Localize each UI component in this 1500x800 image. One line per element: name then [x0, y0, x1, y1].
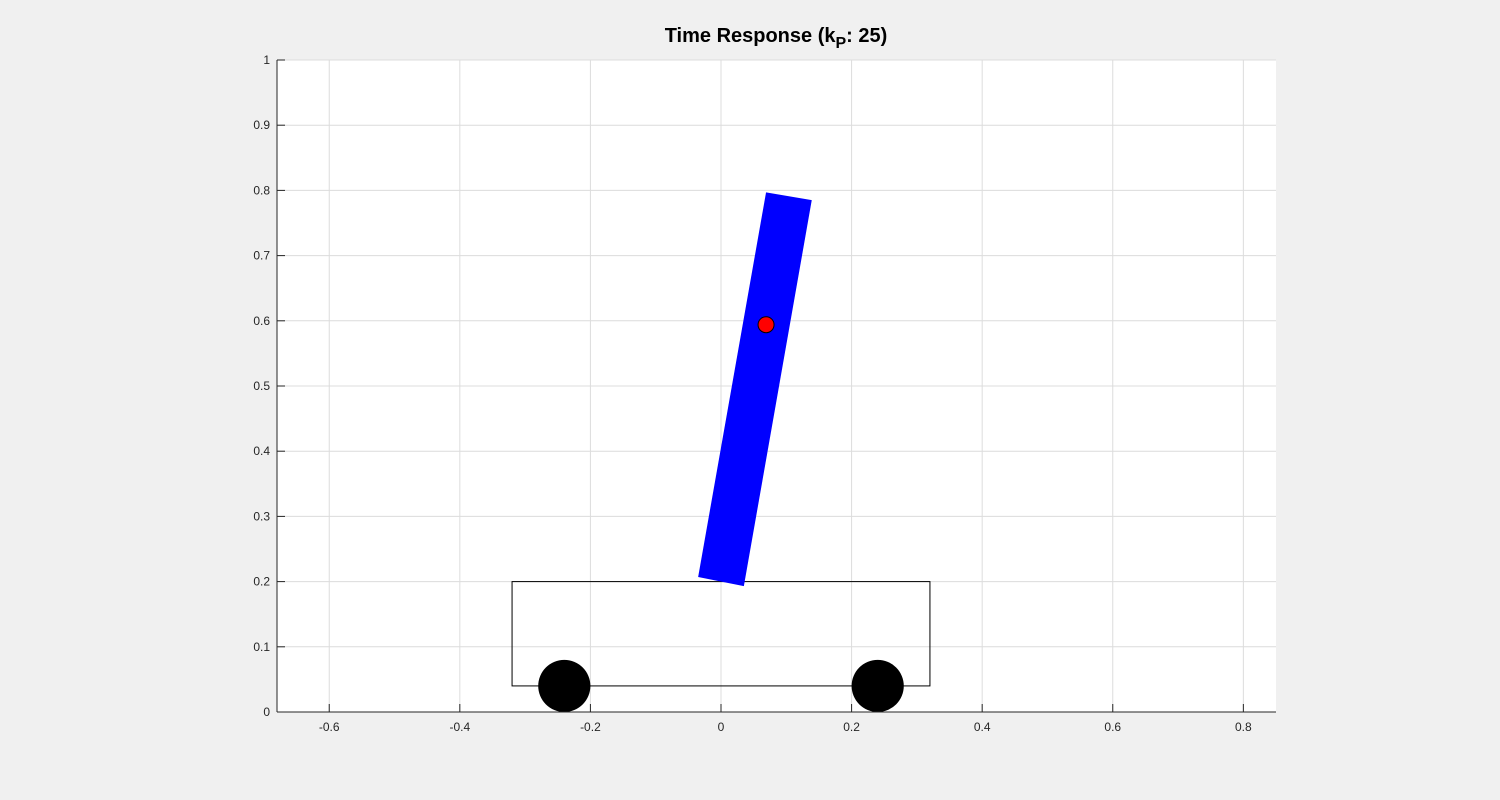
x-tick-label: 0.2	[843, 720, 860, 734]
x-tick-label: 0.8	[1235, 720, 1252, 734]
y-tick-label: 0.5	[253, 379, 270, 393]
y-tick-label: 0.6	[253, 314, 270, 328]
tick-labels: -0.6 -0.4 -0.2 0 0.2 0.4 0.6 0.8 0 0.1 0.2 0.3 0.4 0.…	[253, 53, 1252, 734]
x-tick-label: -0.4	[449, 720, 470, 734]
y-tick-label: 0.7	[253, 249, 270, 263]
y-tick-label: 0.4	[253, 444, 270, 458]
x-tick-label: -0.2	[580, 720, 601, 734]
x-tick-label: -0.6	[319, 720, 340, 734]
x-tick-label: 0.6	[1104, 720, 1121, 734]
y-tick-label: 1	[263, 53, 270, 67]
x-tick-label: 0	[718, 720, 725, 734]
left-wheel	[538, 659, 591, 712]
y-tick-label: 0	[263, 705, 270, 719]
y-tick-label: 0.1	[253, 640, 270, 654]
title-suffix: : 25)	[846, 25, 887, 47]
x-tick-label: 0.4	[974, 720, 991, 734]
plot-marks	[511, 192, 931, 712]
pendulum-rod	[698, 192, 812, 587]
y-tick-label: 0.3	[253, 509, 270, 523]
pendulum-center-marker	[757, 316, 775, 334]
y-tick-label: 0.8	[253, 183, 270, 197]
y-tick-label: 0.2	[253, 575, 270, 589]
axes	[276, 59, 1276, 713]
chart-title: Time Response (kP: 25)	[665, 25, 888, 52]
title-subscript: P	[836, 35, 847, 52]
right-wheel	[851, 659, 904, 712]
title-main: Time Response (k	[665, 25, 837, 47]
y-tick-label: 0.9	[253, 118, 270, 132]
